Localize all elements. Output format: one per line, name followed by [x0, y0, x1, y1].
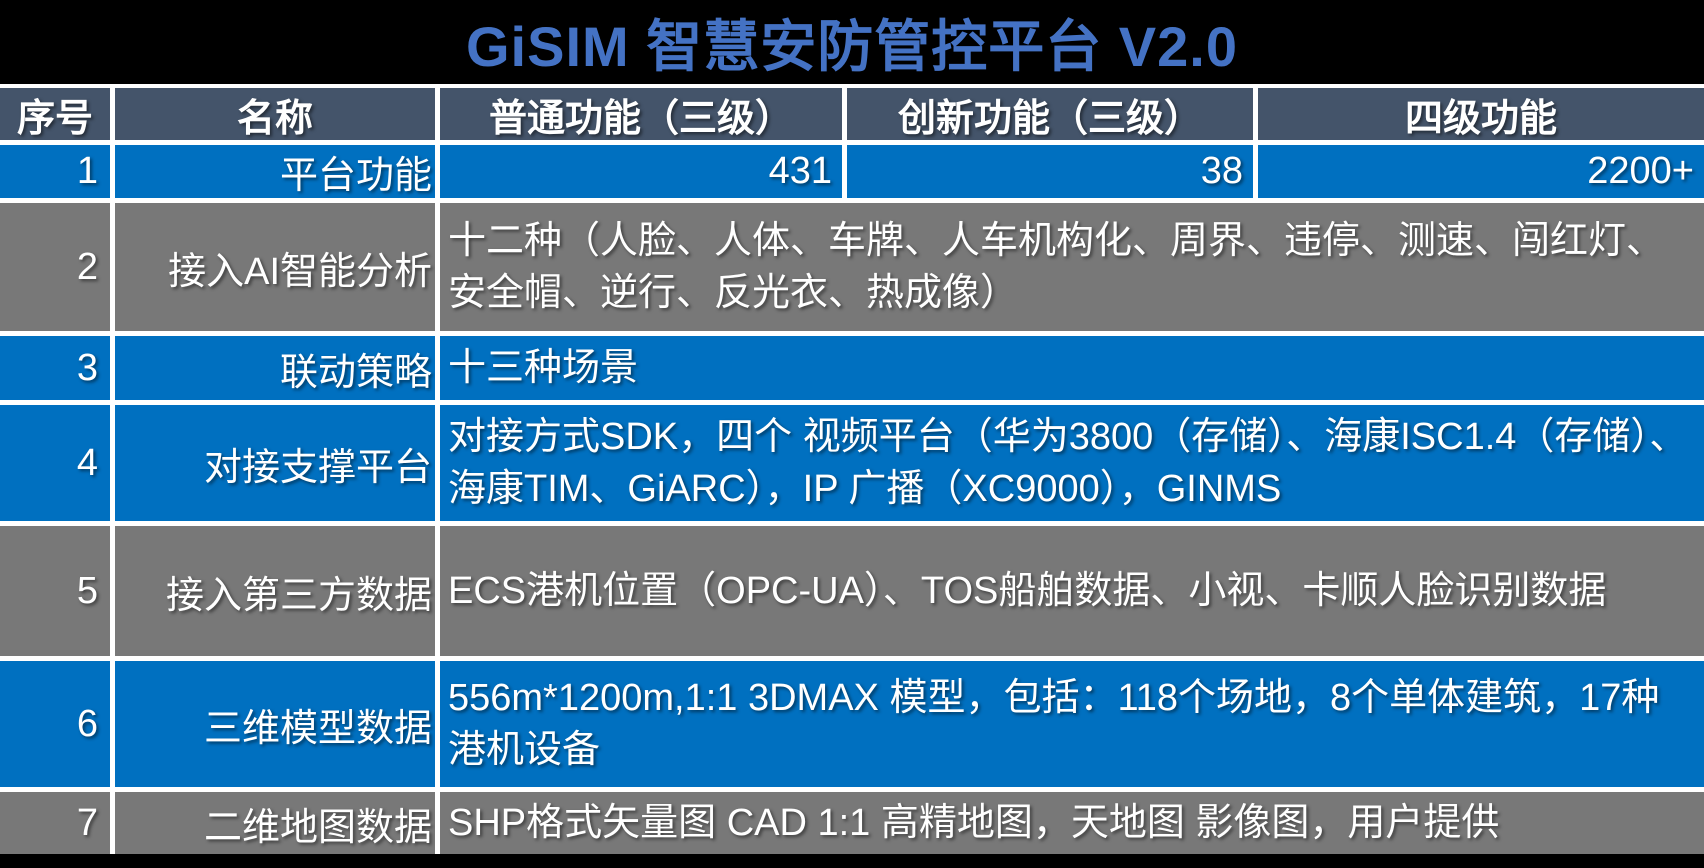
title-band: GiSIM 智慧安防管控平台 V2.0: [0, 0, 1704, 84]
name-cell: 二维地图数据: [115, 792, 435, 854]
table-row: 6 三维模型数据 556m*1200m,1:1 3DMAX 模型，包括：118个场地…: [0, 661, 1704, 787]
value-cell: 38: [847, 145, 1253, 198]
detail-cell: 556m*1200m,1:1 3DMAX 模型，包括：118个场地，8个单体建筑…: [440, 661, 1704, 787]
table-row: 4 对接支撑平台 对接方式SDK，四个 视频平台（华为3800（存储）、海康ISC1…: [0, 405, 1704, 521]
serial-cell: 7: [0, 792, 110, 854]
value-cell: 431: [440, 145, 842, 198]
serial-cell: 4: [0, 405, 110, 521]
feature-table: 序号 名称 普通功能（三级） 创新功能（三级） 四级功能 1 平台功能 431 38 2…: [0, 84, 1704, 854]
serial-cell: 2: [0, 203, 110, 331]
column-header-serial: 序号: [0, 88, 110, 140]
column-header-name: 名称: [115, 88, 435, 140]
table-row: 7 二维地图数据 SHP格式矢量图 CAD 1:1 高精地图，天地图 影像图，用户提…: [0, 792, 1704, 854]
name-cell: 联动策略: [115, 336, 435, 400]
detail-cell: 对接方式SDK，四个 视频平台（华为3800（存储）、海康ISC1.4（存储）、…: [440, 405, 1704, 521]
name-cell: 对接支撑平台: [115, 405, 435, 521]
value-cell: 2200+: [1258, 145, 1704, 198]
detail-cell: 十二种（人脸、人体、车牌、人车机构化、周界、违停、测速、闯红灯、安全帽、逆行、反…: [440, 203, 1704, 331]
table-row: 2 接入AI智能分析 十二种（人脸、人体、车牌、人车机构化、周界、违停、测速、闯红灯…: [0, 203, 1704, 331]
page-title: GiSIM 智慧安防管控平台 V2.0: [466, 14, 1238, 78]
table-header-row: 序号 名称 普通功能（三级） 创新功能（三级） 四级功能: [0, 88, 1704, 140]
column-header-innovation-functions: 创新功能（三级）: [847, 88, 1253, 140]
serial-cell: 5: [0, 526, 110, 656]
table-row: 3 联动策略 十三种场景: [0, 336, 1704, 400]
table-row: 1 平台功能 431 38 2200+: [0, 145, 1704, 198]
serial-cell: 3: [0, 336, 110, 400]
table-row: 5 接入第三方数据 ECS港机位置（OPC-UA）、TOS船舶数据、小视、卡顺人脸识…: [0, 526, 1704, 656]
column-header-normal-functions: 普通功能（三级）: [440, 88, 842, 140]
detail-cell: SHP格式矢量图 CAD 1:1 高精地图，天地图 影像图，用户提供: [440, 792, 1704, 854]
serial-cell: 6: [0, 661, 110, 787]
name-cell: 接入第三方数据: [115, 526, 435, 656]
name-cell: 三维模型数据: [115, 661, 435, 787]
detail-cell: 十三种场景: [440, 336, 1704, 400]
name-cell: 平台功能: [115, 145, 435, 198]
detail-cell: ECS港机位置（OPC-UA）、TOS船舶数据、小视、卡顺人脸识别数据: [440, 526, 1704, 656]
serial-cell: 1: [0, 145, 110, 198]
name-cell: 接入AI智能分析: [115, 203, 435, 331]
column-header-level4-functions: 四级功能: [1258, 88, 1704, 140]
